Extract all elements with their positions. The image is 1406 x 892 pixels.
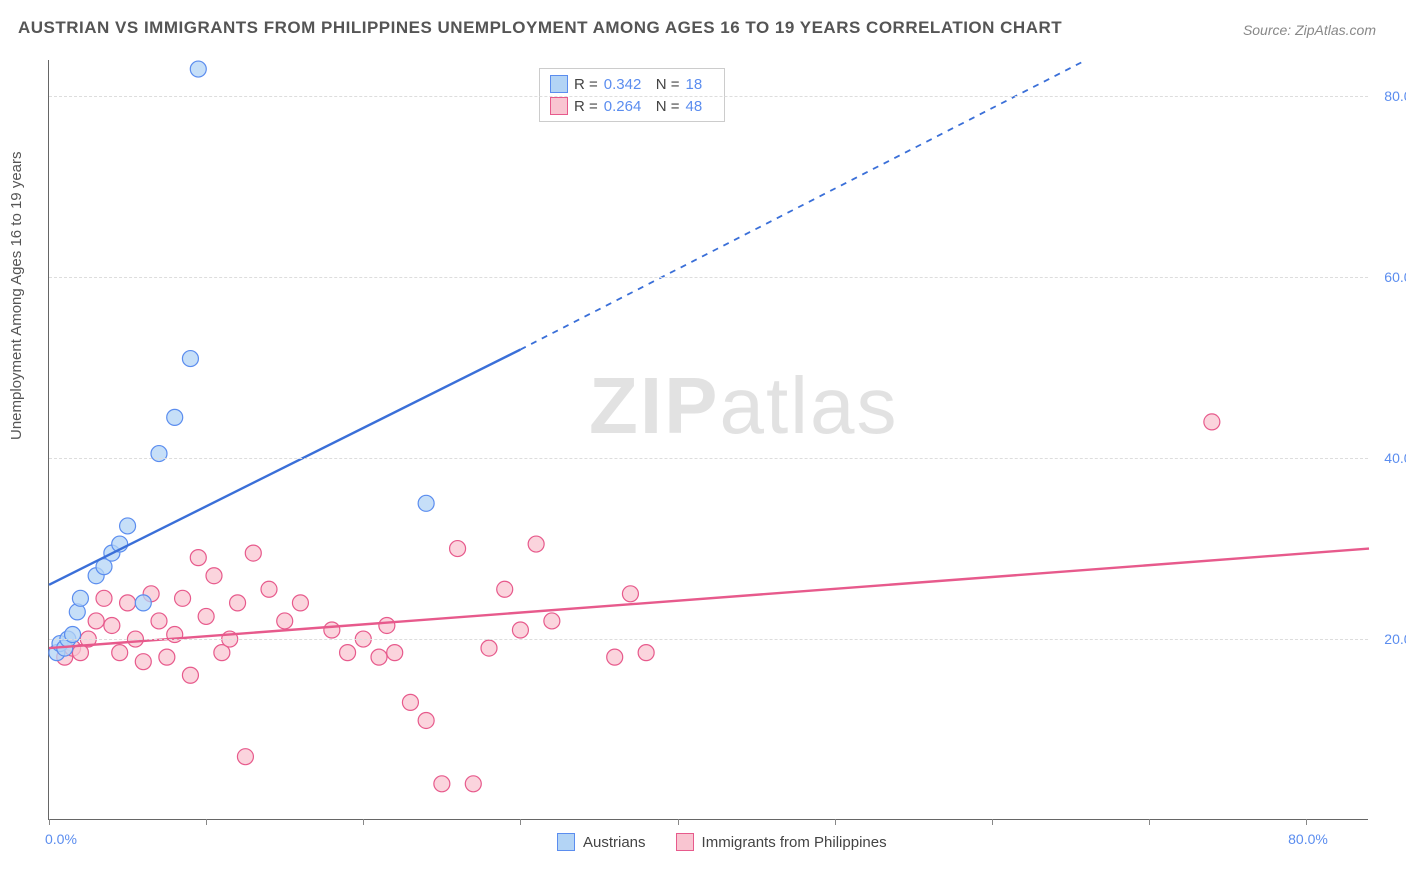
data-point <box>88 613 104 629</box>
data-point <box>245 545 261 561</box>
data-point <box>190 550 206 566</box>
legend-label: Immigrants from Philippines <box>702 834 887 851</box>
gridline <box>49 96 1368 97</box>
data-point <box>638 645 654 661</box>
x-tick <box>520 819 521 825</box>
data-point <box>418 712 434 728</box>
chart-title: AUSTRIAN VS IMMIGRANTS FROM PHILIPPINES … <box>18 18 1062 38</box>
data-point <box>402 694 418 710</box>
data-point <box>120 518 136 534</box>
stats-row: R = 0.264 N = 48 <box>550 95 714 117</box>
data-point <box>72 590 88 606</box>
series-legend: Austrians Immigrants from Philippines <box>557 833 887 851</box>
data-point <box>497 581 513 597</box>
plot-area: ZIPatlas R =0.342N =18R =0.264N =48 Aust… <box>48 60 1368 820</box>
r-label: R = <box>574 76 598 93</box>
legend-swatch <box>550 97 568 115</box>
data-point <box>182 351 198 367</box>
y-axis-label: Unemployment Among Ages 16 to 19 years <box>8 151 25 440</box>
data-point <box>198 608 214 624</box>
x-tick <box>1306 819 1307 825</box>
data-point <box>182 667 198 683</box>
legend-swatch <box>557 833 575 851</box>
y-tick-label: 40.0% <box>1384 450 1406 466</box>
legend-item: Immigrants from Philippines <box>676 833 887 851</box>
data-point <box>190 61 206 77</box>
x-tick-label: 0.0% <box>45 831 77 847</box>
gridline <box>49 277 1368 278</box>
data-point <box>481 640 497 656</box>
data-point <box>277 613 293 629</box>
data-point <box>379 617 395 633</box>
data-point <box>465 776 481 792</box>
r-value: 0.342 <box>604 76 650 93</box>
data-point <box>96 590 112 606</box>
data-point <box>387 645 403 661</box>
x-tick <box>835 819 836 825</box>
data-point <box>324 622 340 638</box>
stats-row: R = 0.342 N = 18 <box>550 73 714 95</box>
n-label: N = <box>656 76 680 93</box>
data-point <box>135 595 151 611</box>
data-point <box>230 595 246 611</box>
x-tick <box>1149 819 1150 825</box>
x-tick <box>992 819 993 825</box>
legend-swatch <box>550 75 568 93</box>
y-tick-label: 60.0% <box>1384 269 1406 285</box>
data-point <box>292 595 308 611</box>
x-tick <box>678 819 679 825</box>
data-point <box>135 654 151 670</box>
data-point <box>151 613 167 629</box>
data-point <box>1204 414 1220 430</box>
n-value: 18 <box>686 76 714 93</box>
legend-swatch <box>676 833 694 851</box>
legend-item: Austrians <box>557 833 646 851</box>
data-point <box>418 495 434 511</box>
stats-legend: R = 0.342 N = 18 R = 0.264 N = 48 <box>539 68 725 122</box>
data-point <box>65 627 81 643</box>
data-point <box>261 581 277 597</box>
x-tick <box>49 819 50 825</box>
source-attribution: Source: ZipAtlas.com <box>1243 22 1376 38</box>
r-value: 0.264 <box>604 98 650 115</box>
y-tick-label: 20.0% <box>1384 631 1406 647</box>
data-point <box>159 649 175 665</box>
data-point <box>450 541 466 557</box>
data-point <box>512 622 528 638</box>
gridline <box>49 639 1368 640</box>
x-tick <box>206 819 207 825</box>
gridline <box>49 458 1368 459</box>
y-tick-label: 80.0% <box>1384 88 1406 104</box>
x-tick-label: 80.0% <box>1288 831 1328 847</box>
legend-label: Austrians <box>583 834 646 851</box>
data-point <box>237 749 253 765</box>
n-label: N = <box>656 98 680 115</box>
x-tick <box>363 819 364 825</box>
data-point <box>167 409 183 425</box>
data-point <box>371 649 387 665</box>
scatter-svg <box>49 60 1368 819</box>
data-point <box>544 613 560 629</box>
regression-line <box>49 549 1369 649</box>
data-point <box>151 446 167 462</box>
data-point <box>120 595 136 611</box>
data-point <box>528 536 544 552</box>
data-point <box>104 617 120 633</box>
data-point <box>622 586 638 602</box>
n-value: 48 <box>686 98 714 115</box>
data-point <box>206 568 222 584</box>
data-point <box>175 590 191 606</box>
data-point <box>607 649 623 665</box>
data-point <box>112 645 128 661</box>
r-label: R = <box>574 98 598 115</box>
data-point <box>434 776 450 792</box>
data-point <box>340 645 356 661</box>
